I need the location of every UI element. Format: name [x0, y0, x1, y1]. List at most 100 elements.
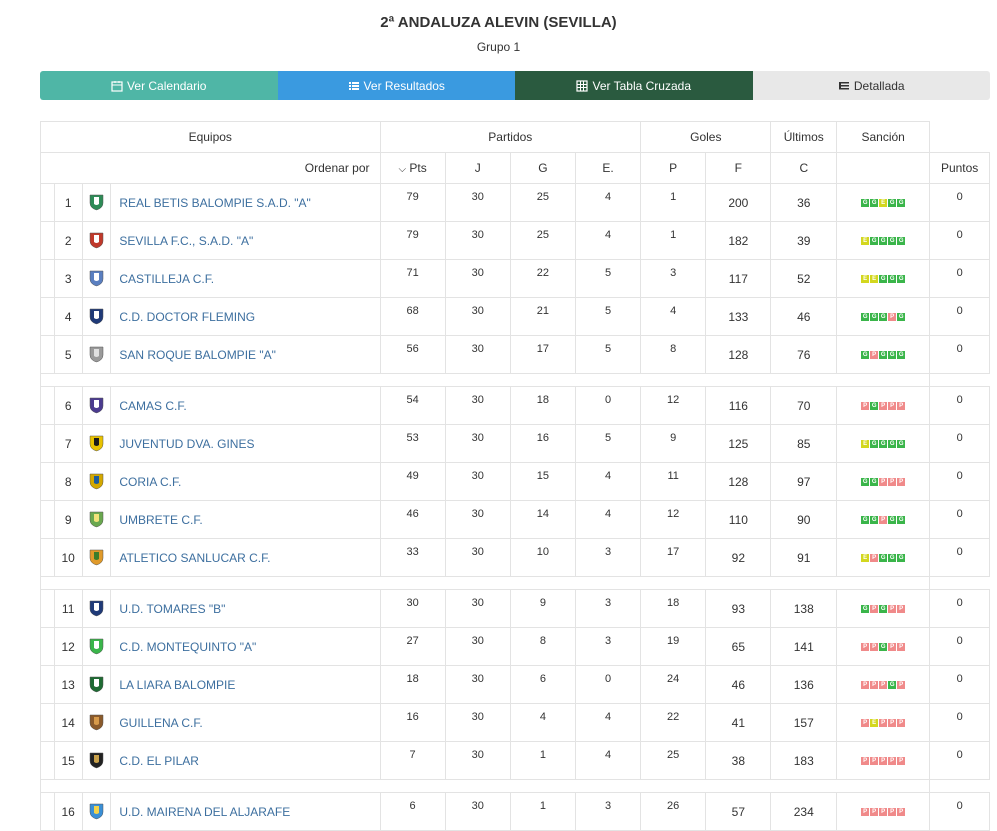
drawn: 0	[574, 665, 642, 704]
result-badge: P	[888, 605, 897, 614]
col-e[interactable]: E.	[574, 152, 642, 184]
team-name-cell[interactable]: CAMAS C.F.	[110, 386, 381, 425]
team-link[interactable]: ATLETICO SANLUCAR C.F.	[119, 550, 271, 565]
team-name-cell[interactable]: CORIA C.F.	[110, 462, 381, 501]
team-link[interactable]: LA LIARA BALOMPIE	[119, 677, 236, 692]
team-name-cell[interactable]: U.D. MAIRENA DEL ALJARAFE	[110, 792, 381, 831]
result-badge: E	[861, 554, 870, 563]
team-link[interactable]: CORIA C.F.	[119, 474, 182, 489]
table-row[interactable]: 16 U.D. MAIRENA DEL ALJARAFE 6 30 1 3 26 57 234 P…	[40, 792, 990, 831]
team-name-cell[interactable]: JUVENTUD DVA. GINES	[110, 424, 381, 463]
table-row[interactable]: 14 GUILLENA C.F. 16 30 4 4 22 41 157 P E P P P 0	[40, 703, 990, 742]
goals-for: 116	[705, 386, 772, 425]
sanction-points: 0	[929, 462, 990, 501]
team-name-cell[interactable]: SAN ROQUE BALOMPIE "A"	[110, 335, 381, 374]
team-name-cell[interactable]: CASTILLEJA C.F.	[110, 259, 381, 298]
team-shield-icon	[81, 741, 112, 780]
table-row[interactable]: 7 JUVENTUD DVA. GINES 53 30 16 5 9 125 85 E G G G G 0	[40, 424, 990, 463]
lost: 1	[640, 221, 707, 260]
table-row[interactable]: 9 UMBRETE C.F. 46 30 14 4 12 110 90 G G P G G 0	[40, 500, 990, 539]
row-marker	[40, 703, 55, 742]
team-link[interactable]: U.D. TOMARES "B"	[119, 601, 226, 616]
table-row[interactable]: 10 ATLETICO SANLUCAR C.F. 33 30 10 3 17 92 91 E P G…	[40, 538, 990, 577]
team-shield-icon	[81, 589, 112, 628]
result-badge: P	[897, 757, 906, 766]
result-badge: P	[879, 478, 888, 487]
lost: 17	[640, 538, 707, 577]
won: 10	[509, 538, 576, 577]
row-marker	[40, 424, 55, 463]
result-badge: G	[897, 313, 906, 322]
result-badge: G	[861, 478, 870, 487]
result-badge: P	[879, 808, 888, 817]
team-name-cell[interactable]: ATLETICO SANLUCAR C.F.	[110, 538, 381, 577]
team-name-cell[interactable]: REAL BETIS BALOMPIE S.A.D. "A"	[110, 183, 381, 222]
table-row[interactable]: 11 U.D. TOMARES "B" 30 30 9 3 18 93 138 G P G P P 0	[40, 589, 990, 628]
result-badge: P	[861, 757, 870, 766]
table-row[interactable]: 5 SAN ROQUE BALOMPIE "A" 56 30 17 5 8 128 76 G P G G…	[40, 335, 990, 374]
sanction-points: 0	[929, 297, 990, 336]
col-g[interactable]: G	[509, 152, 576, 184]
team-link[interactable]: U.D. MAIRENA DEL ALJARAFE	[119, 804, 291, 819]
table-row[interactable]: 6 CAMAS C.F. 54 30 18 0 12 116 70 P G P P P 0	[40, 386, 990, 425]
col-c[interactable]: C	[770, 152, 838, 184]
table-row[interactable]: 4 C.D. DOCTOR FLEMING 68 30 21 5 4 133 46 G G G P G 0	[40, 297, 990, 336]
result-badge: P	[888, 808, 897, 817]
sort-pts-header[interactable]: ⌵ Pts	[379, 152, 446, 184]
calendar-button[interactable]: Ver Calendario	[40, 71, 278, 100]
goals-against: 70	[770, 386, 838, 425]
team-link[interactable]: GUILLENA C.F.	[119, 715, 203, 730]
team-name-cell[interactable]: SEVILLA F.C., S.A.D. "A"	[110, 221, 381, 260]
played: 30	[444, 665, 511, 704]
team-link[interactable]: SAN ROQUE BALOMPIE "A"	[119, 347, 276, 362]
team-link[interactable]: REAL BETIS BALOMPIE S.A.D. "A"	[119, 195, 311, 210]
lost: 9	[640, 424, 707, 463]
team-link[interactable]: UMBRETE C.F.	[119, 512, 203, 527]
goals-against: 141	[770, 627, 838, 666]
team-name-cell[interactable]: LA LIARA BALOMPIE	[110, 665, 381, 704]
goals-against: 136	[770, 665, 838, 704]
row-marker	[40, 665, 55, 704]
col-f[interactable]: F	[705, 152, 772, 184]
result-badge: G	[879, 643, 888, 652]
sanction-points: 0	[929, 500, 990, 539]
table-row[interactable]: 3 CASTILLEJA C.F. 71 30 22 5 3 117 52 E E G G G 0	[40, 259, 990, 298]
table-row[interactable]: 12 C.D. MONTEQUINTO "A" 27 30 8 3 19 65 141 P P G P P…	[40, 627, 990, 666]
row-marker	[40, 792, 55, 831]
col-p[interactable]: P	[640, 152, 707, 184]
result-badge: E	[870, 275, 879, 284]
table-row[interactable]: 13 LA LIARA BALOMPIE 18 30 6 0 24 46 136 P P P G P 0	[40, 665, 990, 704]
table-row[interactable]: 15 C.D. EL PILAR 7 30 1 4 25 38 183 P P P P P 0	[40, 741, 990, 780]
team-link[interactable]: C.D. EL PILAR	[119, 753, 199, 768]
drawn: 4	[574, 741, 642, 780]
won: 4	[509, 703, 576, 742]
crosstable-button[interactable]: Ver Tabla Cruzada	[515, 71, 753, 100]
team-link[interactable]: SEVILLA F.C., S.A.D. "A"	[119, 233, 254, 248]
team-name-cell[interactable]: UMBRETE C.F.	[110, 500, 381, 539]
results-button[interactable]: Ver Resultados	[277, 71, 515, 100]
team-name-cell[interactable]: U.D. TOMARES "B"	[110, 589, 381, 628]
team-name-cell[interactable]: C.D. EL PILAR	[110, 741, 381, 780]
team-name-cell[interactable]: C.D. DOCTOR FLEMING	[110, 297, 381, 336]
detailed-button[interactable]: Detallada	[752, 71, 990, 100]
table-row[interactable]: 8 CORIA C.F. 49 30 15 4 11 128 97 G G P P P 0	[40, 462, 990, 501]
goals-for: 38	[705, 741, 772, 780]
table-row[interactable]: 1 REAL BETIS BALOMPIE S.A.D. "A" 79 30 25 4 1 2…	[40, 183, 990, 222]
team-link[interactable]: CAMAS C.F.	[119, 398, 187, 413]
points: 56	[379, 335, 446, 374]
points: 46	[379, 500, 446, 539]
table-row[interactable]: 2 SEVILLA F.C., S.A.D. "A" 79 30 25 4 1 182 39 E G…	[40, 221, 990, 260]
team-link[interactable]: JUVENTUD DVA. GINES	[119, 436, 255, 451]
team-link[interactable]: C.D. DOCTOR FLEMING	[119, 309, 256, 324]
team-shield-icon	[81, 386, 112, 425]
team-link[interactable]: C.D. MONTEQUINTO "A"	[119, 639, 257, 654]
position: 6	[53, 386, 83, 425]
points: 49	[379, 462, 446, 501]
team-link[interactable]: CASTILLEJA C.F.	[119, 271, 215, 286]
lost: 19	[640, 627, 707, 666]
col-j[interactable]: J	[444, 152, 511, 184]
result-badge: G	[870, 516, 879, 525]
team-name-cell[interactable]: GUILLENA C.F.	[110, 703, 381, 742]
team-name-cell[interactable]: C.D. MONTEQUINTO "A"	[110, 627, 381, 666]
